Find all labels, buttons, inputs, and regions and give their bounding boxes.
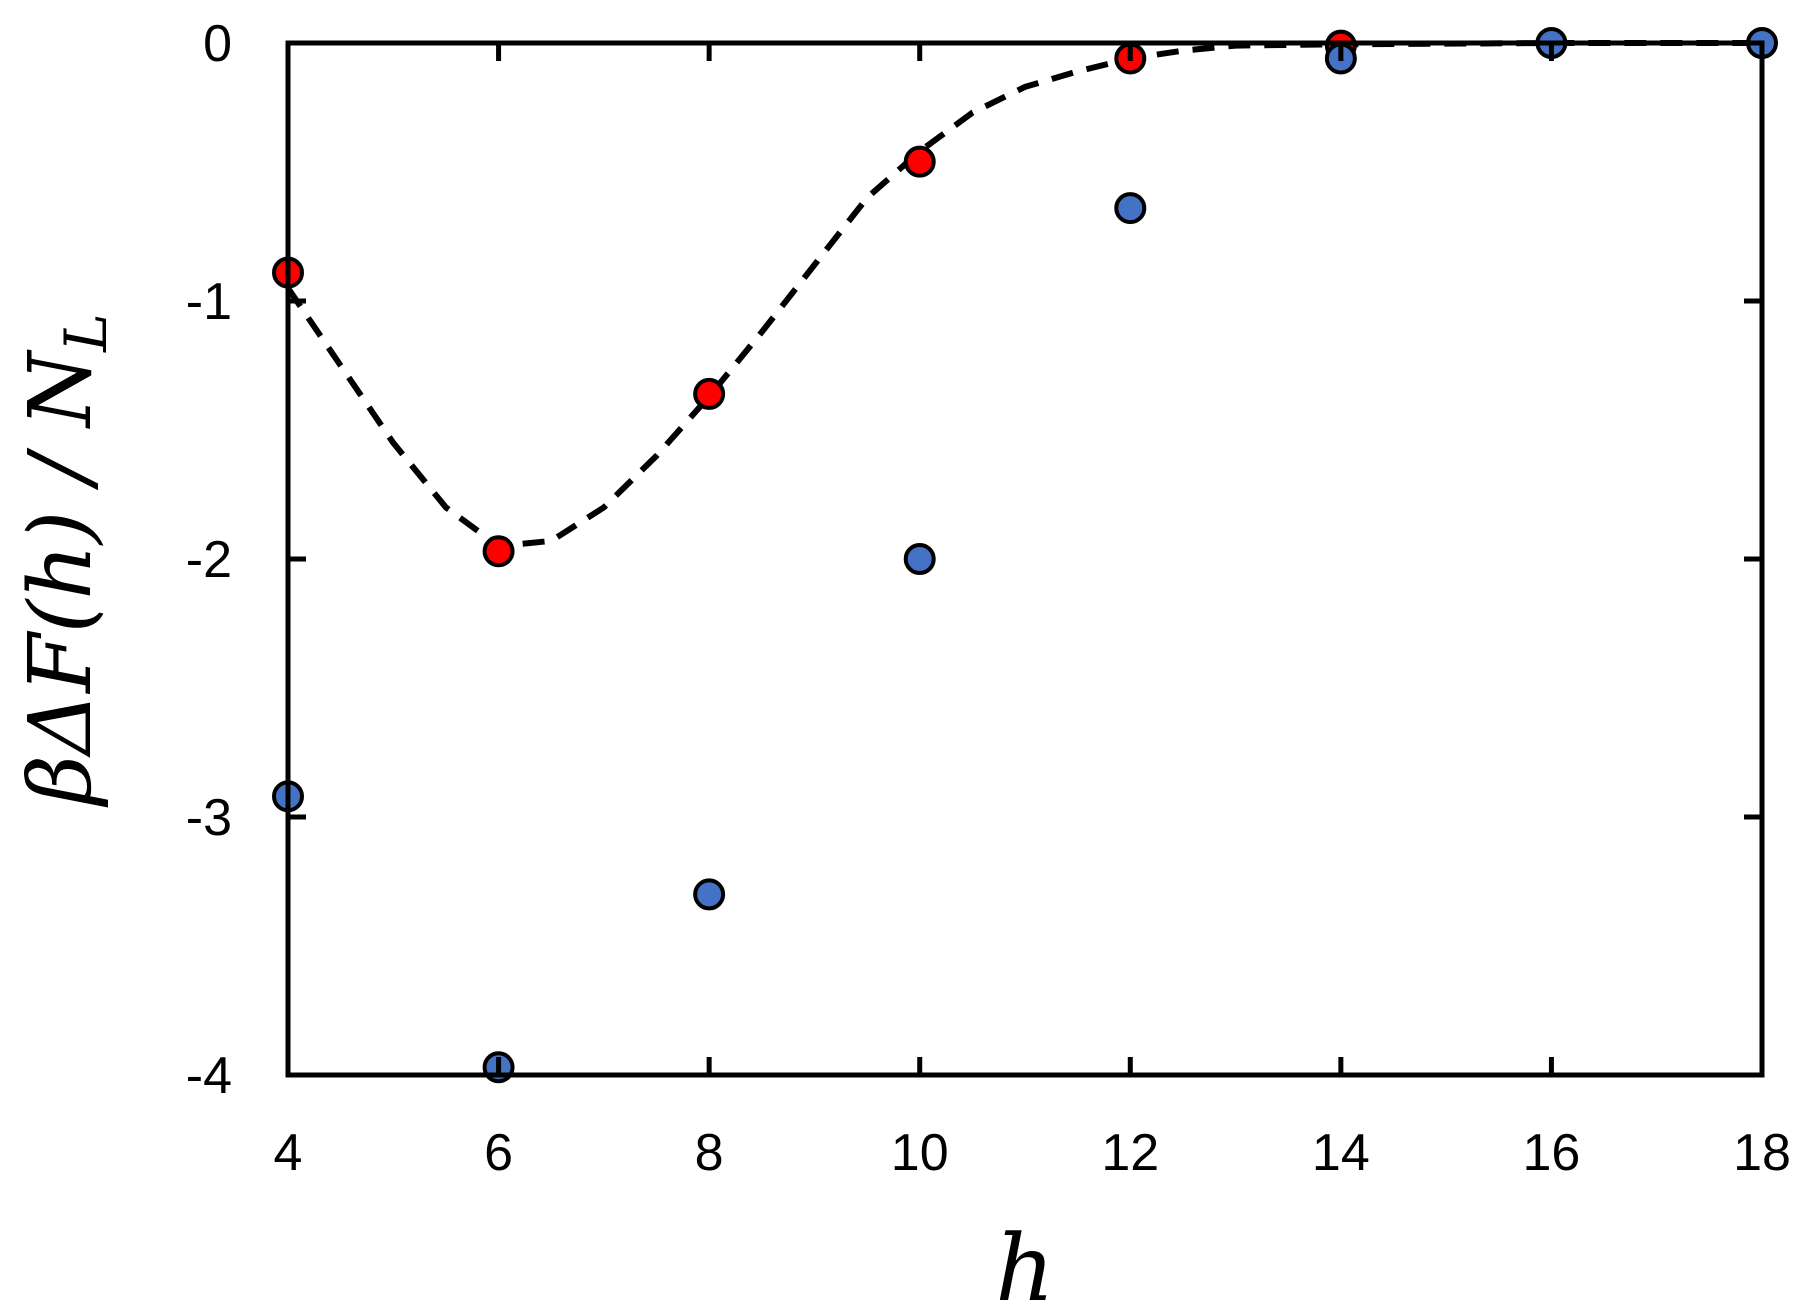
series-0-point bbox=[903, 145, 936, 178]
x-tick-labels: 4 6 8 10 12 14 16 18 bbox=[274, 1124, 1791, 1182]
series-0-point bbox=[482, 535, 515, 568]
x-tick-label: 4 bbox=[274, 1124, 303, 1182]
fit-curves bbox=[285, 40, 1762, 550]
x-axis-title: h bbox=[995, 1215, 1054, 1312]
data-points bbox=[272, 27, 1778, 1084]
x-tick-label: 14 bbox=[1312, 1124, 1370, 1182]
y-tick-label: -2 bbox=[186, 531, 232, 589]
y-axis-title-subscript: L bbox=[52, 313, 120, 353]
y-tick-label: -4 bbox=[186, 1047, 232, 1105]
y-axis-title-main: βΔF(h) / N bbox=[11, 349, 111, 808]
x-tick-label: 16 bbox=[1523, 1124, 1581, 1182]
series-1-point bbox=[1114, 192, 1147, 225]
x-tick-label: 10 bbox=[891, 1124, 949, 1182]
y-axis-title: βΔF(h) / NL bbox=[11, 313, 120, 807]
y-tick-labels: 0 -1 -2 -3 -4 bbox=[186, 15, 232, 1105]
x-tick-label: 12 bbox=[1101, 1124, 1159, 1182]
y-tick-label: -1 bbox=[186, 273, 232, 331]
plot-frame bbox=[285, 40, 1765, 1078]
y-tick-label: -3 bbox=[186, 789, 232, 847]
x-tick-label: 8 bbox=[695, 1124, 724, 1182]
x-tick-label: 6 bbox=[484, 1124, 513, 1182]
x-tick-label: 18 bbox=[1733, 1124, 1791, 1182]
y-tick-label: 0 bbox=[203, 15, 232, 73]
series-0-point bbox=[693, 377, 726, 410]
series-1-point bbox=[693, 878, 726, 911]
series-1-point bbox=[903, 543, 936, 575]
series-0-fit-line bbox=[285, 40, 1762, 550]
